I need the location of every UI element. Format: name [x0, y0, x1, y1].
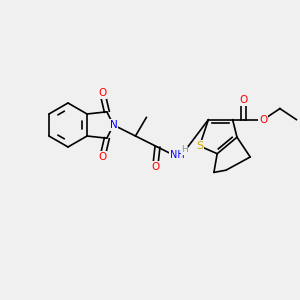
Text: O: O — [151, 162, 159, 172]
Text: N: N — [110, 120, 117, 130]
Text: H: H — [181, 146, 188, 154]
Text: O: O — [239, 95, 248, 105]
Text: NH: NH — [170, 150, 185, 160]
Text: S: S — [196, 141, 203, 151]
Text: O: O — [98, 152, 106, 162]
Text: O: O — [98, 88, 106, 98]
Text: O: O — [259, 115, 268, 124]
